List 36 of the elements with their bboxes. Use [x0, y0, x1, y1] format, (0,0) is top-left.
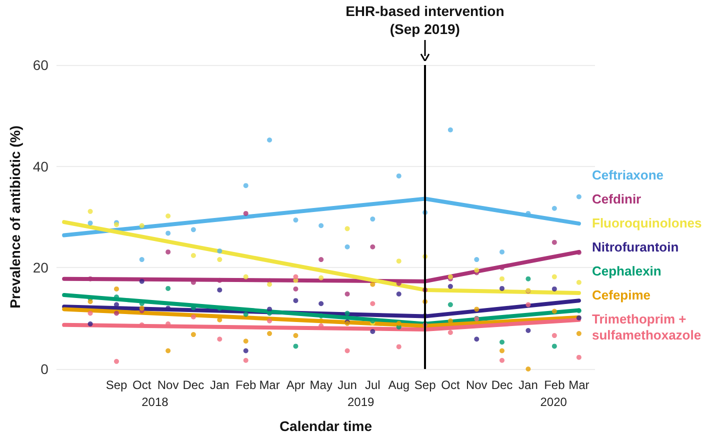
- x-tick-label: Mar: [259, 378, 280, 392]
- text: 2019: [347, 395, 374, 409]
- x-tick-label: Nov: [157, 378, 179, 392]
- series-label: Cefepime: [592, 288, 651, 302]
- x-axis-title: Calendar time: [279, 418, 372, 434]
- x-tick-label: Feb: [236, 378, 257, 392]
- series-label: Trimethoprim + sulfamethoxazole: [592, 312, 702, 342]
- x-tick-label: Apr: [286, 378, 306, 392]
- text: 2020: [540, 395, 568, 409]
- y-tick-label: 60: [32, 57, 49, 73]
- text: Cefdinir: [592, 192, 642, 206]
- x-tick-label: Jan: [210, 378, 230, 392]
- y-tick-label: 20: [32, 260, 49, 276]
- text: Fluoroquinolones: [592, 216, 702, 230]
- x-tick-label: Jan: [518, 378, 538, 392]
- x-tick-label: May: [310, 378, 332, 392]
- text: Cephalexin: [592, 264, 662, 278]
- y-axis-title: Prevalence of antibiotic (%): [7, 126, 23, 308]
- x-tick-label: Jun: [338, 378, 357, 392]
- x-tick-label: Nov: [466, 378, 488, 392]
- x-tick-label: Sep: [414, 378, 436, 392]
- ref-line-label: EHR-based intervention (Sep 2019): [346, 2, 504, 38]
- text: Ceftriaxone: [592, 168, 664, 182]
- x-tick-label: Jul: [364, 378, 380, 392]
- x-tick-label: Dec: [182, 378, 204, 392]
- x-tick-label: Dec: [491, 378, 513, 392]
- text: 2018: [142, 395, 169, 409]
- x-tick-label: Mar: [568, 378, 590, 392]
- y-tick-label: 0: [40, 361, 49, 377]
- x-tick-label: Oct: [441, 378, 460, 392]
- x-tick-label: Aug: [388, 378, 410, 392]
- x-tick-label: Sep: [106, 378, 128, 392]
- x-tick-label: Oct: [132, 378, 152, 392]
- text: Nitrofurantoin: [592, 240, 679, 254]
- y-tick-label: 40: [32, 158, 49, 174]
- x-tick-label: Feb: [544, 378, 566, 392]
